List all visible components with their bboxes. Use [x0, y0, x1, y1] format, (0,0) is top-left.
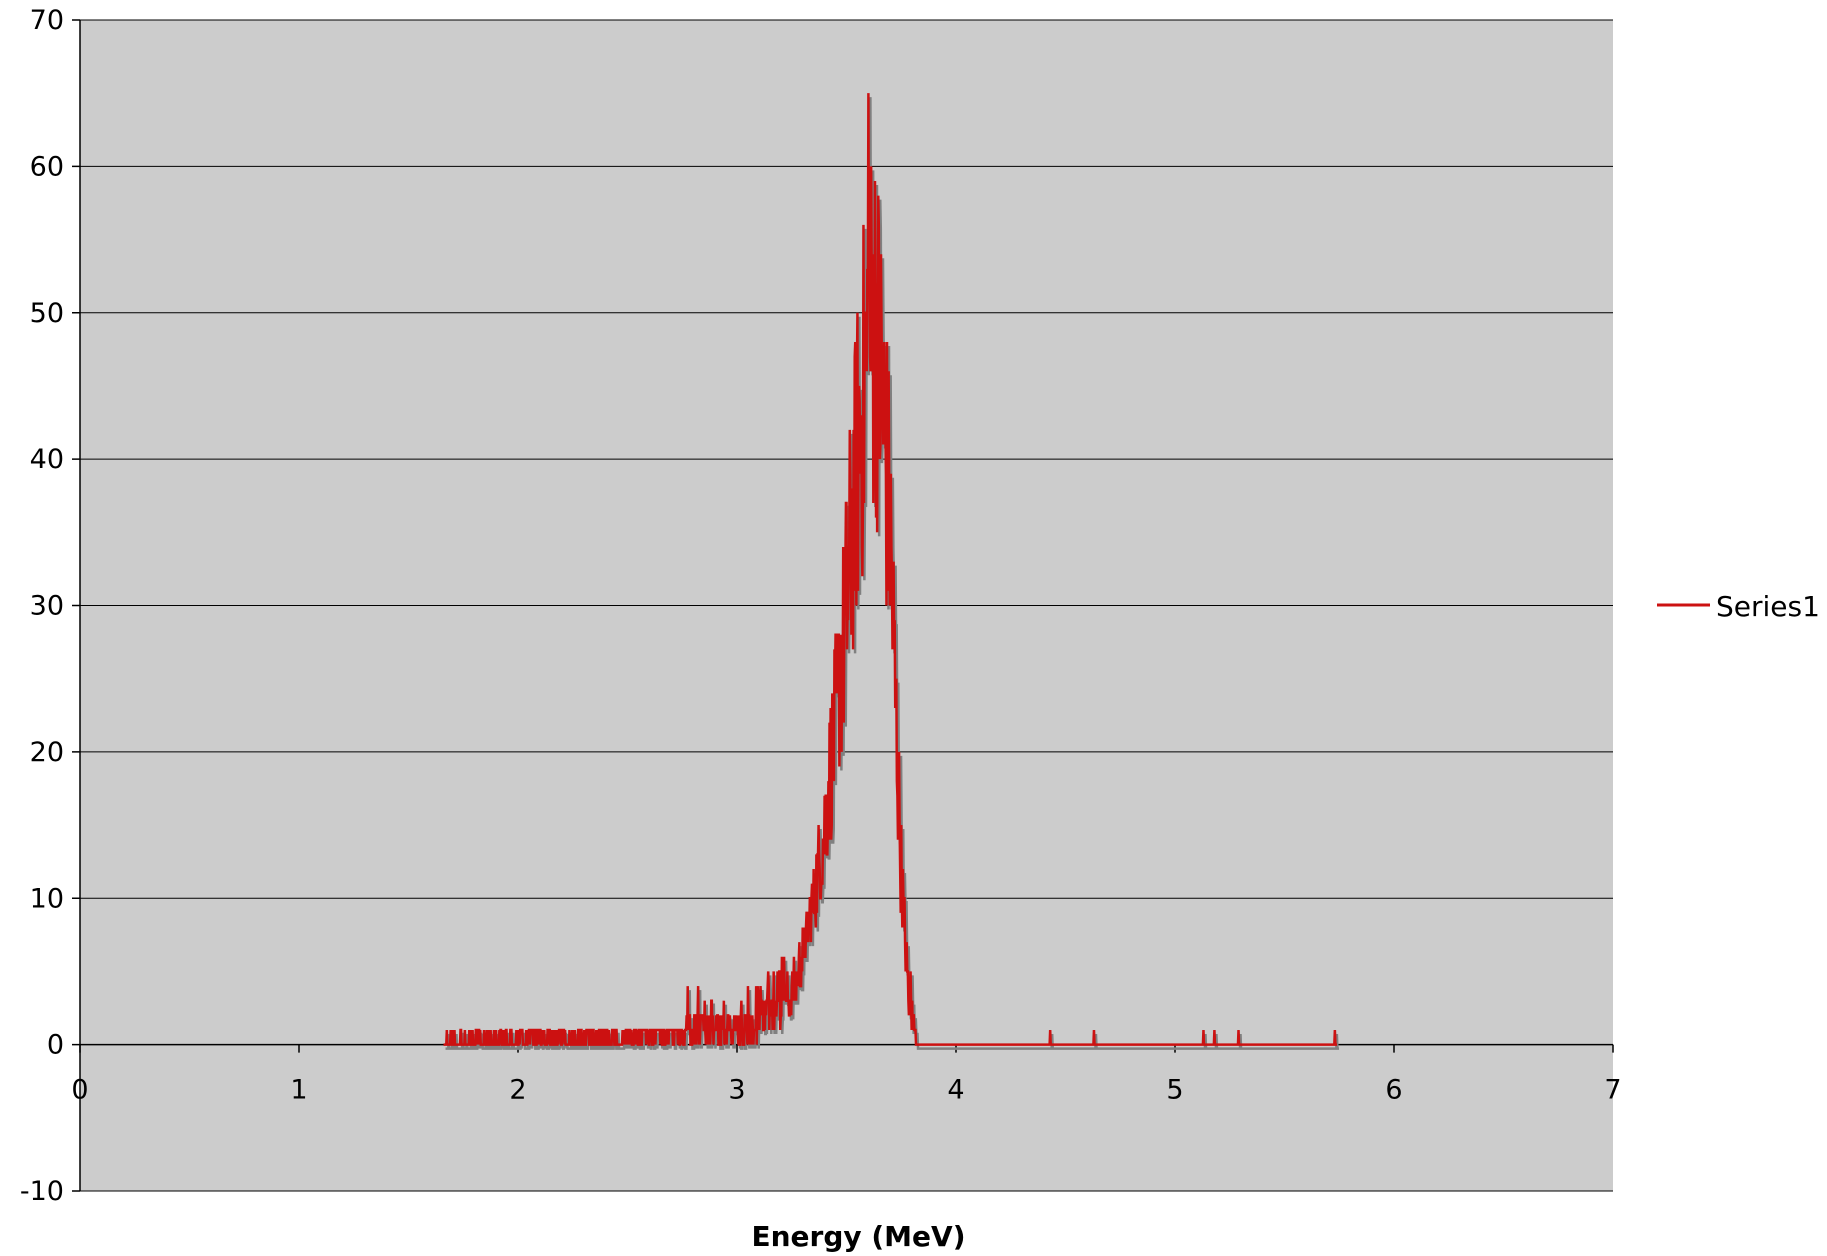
x-tick-label: 6: [1385, 1075, 1402, 1106]
y-tick-label: 10: [30, 883, 64, 914]
x-tick-label: 4: [947, 1075, 964, 1106]
y-tick-label: 0: [47, 1030, 64, 1061]
legend-label-series1: Series1: [1716, 590, 1820, 623]
y-tick-label: 40: [30, 444, 64, 475]
legend: Series1: [1657, 590, 1820, 623]
x-tick-label: 5: [1166, 1075, 1183, 1106]
x-tick-label: 1: [290, 1075, 307, 1106]
x-tick-label: 0: [71, 1075, 88, 1106]
x-tick-label: 7: [1604, 1075, 1621, 1106]
y-tick-label: 60: [30, 151, 64, 182]
x-axis-title: Energy (MeV): [751, 1220, 965, 1253]
x-tick-label: 3: [728, 1075, 745, 1106]
y-tick-label: -10: [20, 1176, 64, 1207]
y-axis: -10 0 10 20 30 40 50 60 70: [20, 5, 80, 1207]
y-tick-label: 20: [30, 737, 64, 768]
y-tick-label: 50: [30, 298, 64, 329]
x-tick-label: 2: [509, 1075, 526, 1106]
y-tick-label: 70: [30, 5, 64, 36]
y-tick-label: 30: [30, 591, 64, 622]
